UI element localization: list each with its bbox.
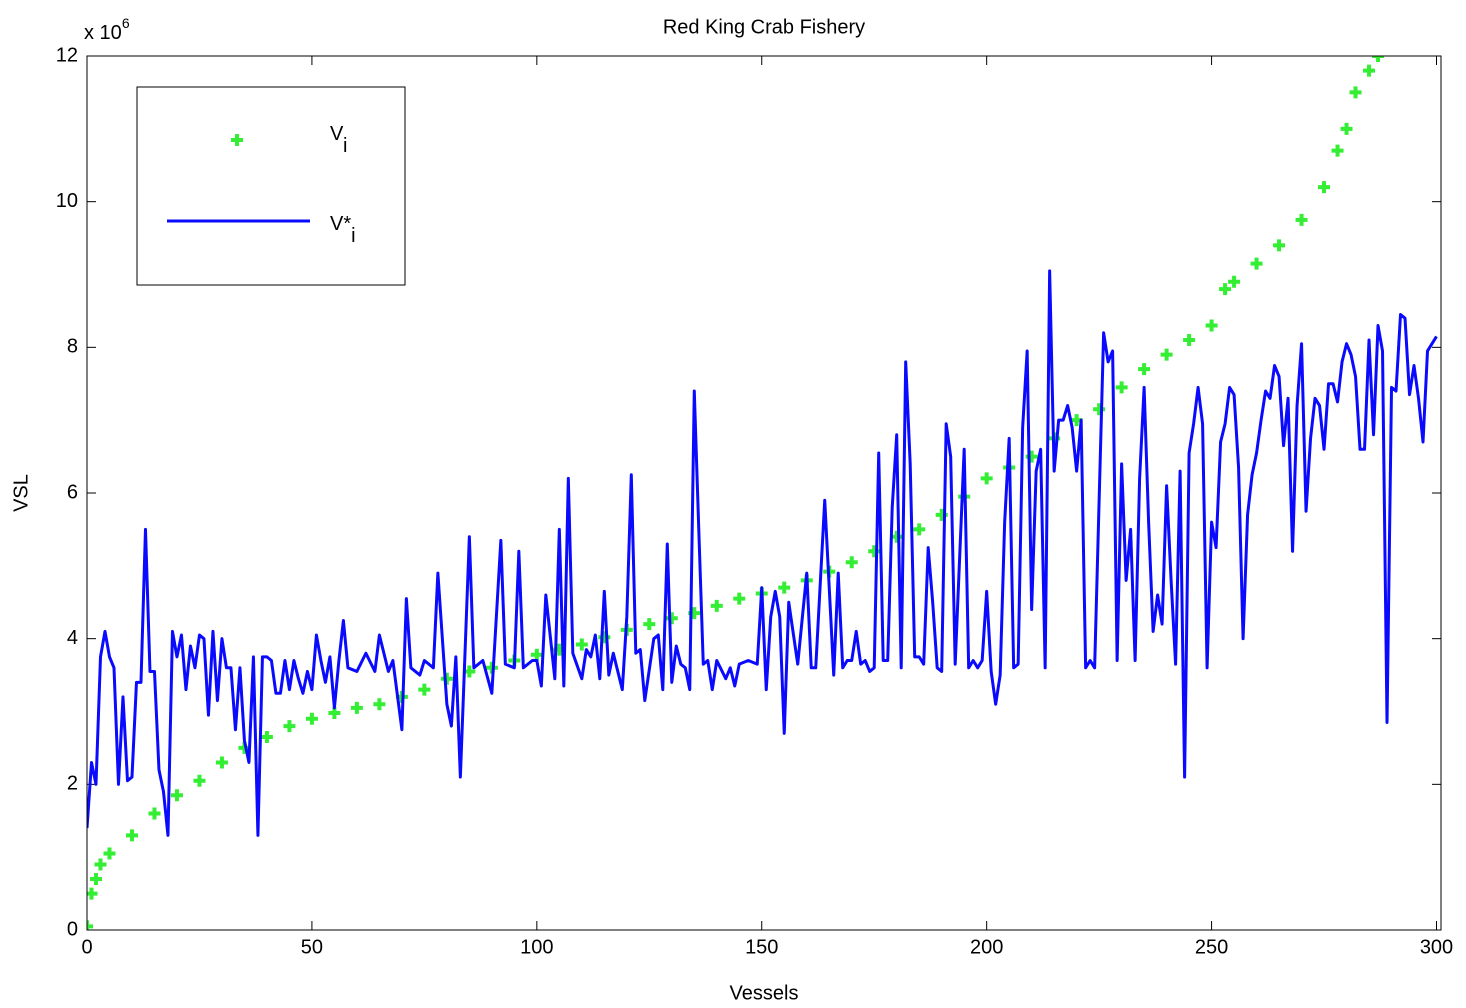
scatter-point (87, 920, 93, 930)
chart-title: Red King Crab Fishery (663, 16, 865, 38)
y-multiplier-base: x 10 (84, 22, 122, 44)
scatter-point (103, 847, 116, 860)
y-axis-label: VSL (10, 474, 32, 512)
scatter-point (1138, 363, 1151, 376)
legend-label-name: V* (330, 213, 351, 235)
y-tick-label: 6 (67, 481, 78, 503)
x-tick-label: 50 (301, 936, 323, 958)
scatter-point (845, 556, 858, 569)
scatter-point (1093, 403, 1106, 416)
scatter-point (980, 472, 993, 485)
scatter-point (418, 683, 431, 696)
scatter-point (665, 612, 678, 625)
legend-label: Vi (330, 123, 347, 157)
legend-label-subscript: i (351, 225, 355, 247)
scatter-point (193, 774, 206, 787)
scatter-point (215, 756, 228, 769)
scatter-point (710, 599, 723, 612)
x-axis-label: Vessels (730, 982, 799, 1004)
scatter-point (1331, 144, 1344, 157)
legend-marker (231, 134, 243, 146)
scatter-point (778, 581, 791, 594)
x-tick-label: 200 (970, 936, 1003, 958)
scatter-point (868, 545, 881, 558)
x-tick-label: 100 (520, 936, 553, 958)
scatter-point (913, 523, 926, 536)
scatter-point (1363, 64, 1376, 77)
y-tick-label: 12 (56, 44, 78, 66)
scatter-point (1349, 86, 1362, 99)
scatter-point (148, 807, 161, 820)
scatter-point (1205, 319, 1218, 332)
scatter-point (1219, 283, 1232, 296)
legend: ViV*i (136, 86, 406, 286)
scatter-point (598, 631, 611, 644)
y-tick-label: 0 (67, 918, 78, 940)
scatter-point (170, 789, 183, 802)
y-tick-label: 2 (67, 773, 78, 795)
scatter-point (94, 858, 107, 871)
y-tick-label: 10 (56, 190, 78, 212)
y-multiplier-exponent: 6 (122, 15, 130, 31)
plot-area (87, 56, 1438, 930)
scatter-point (305, 712, 318, 725)
x-tick-label: 150 (745, 936, 778, 958)
scatter-point (260, 730, 273, 743)
scatter-point (1372, 56, 1385, 62)
x-tick-label: 250 (1195, 936, 1228, 958)
legend-label-name: V (330, 123, 344, 145)
scatter-point (1250, 257, 1263, 270)
legend-label-subscript: i (343, 135, 347, 157)
scatter-point (89, 873, 102, 886)
scatter-point (1183, 334, 1196, 347)
legend-label: V*i (330, 213, 356, 247)
scatter-point (1160, 348, 1173, 361)
scatter-point (1273, 239, 1286, 252)
scatter-point (1340, 122, 1353, 135)
legend-box (136, 86, 406, 286)
scatter-point (373, 698, 386, 711)
scatter-point (350, 701, 363, 714)
x-tick-label: 300 (1420, 936, 1453, 958)
y-tick-label: 8 (67, 336, 78, 358)
scatter-point (733, 592, 746, 605)
scatter-point (1295, 213, 1308, 226)
x-tick-label: 0 (81, 936, 92, 958)
scatter-point (125, 829, 138, 842)
scatter-point (1115, 381, 1128, 394)
y-tick-label: 4 (67, 627, 78, 649)
scatter-point (530, 648, 543, 661)
data-line (87, 269, 1438, 837)
scatter-point (1318, 181, 1331, 194)
scatter-point (575, 638, 588, 651)
scatter-point (643, 618, 656, 631)
scatter-point (283, 720, 296, 733)
plot-frame (86, 55, 1442, 931)
y-multiplier: x 106 (84, 15, 130, 45)
scatter-point (1228, 275, 1241, 288)
